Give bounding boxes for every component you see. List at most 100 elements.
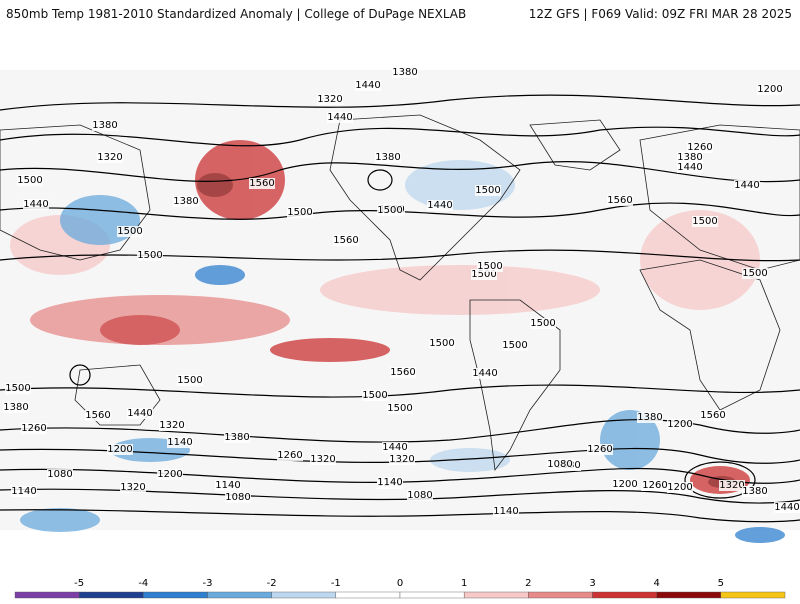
colorbar-tick-label: 0: [397, 578, 403, 589]
contour-label: 1380: [742, 486, 767, 497]
contour-label: 1140: [215, 480, 240, 491]
contour-label: 1500: [17, 175, 42, 186]
contour-line: [0, 488, 800, 504]
contour-label: 1260: [21, 423, 46, 434]
contour-label-bg: [21, 423, 47, 434]
map-area: 1380 1440 1200 1320 1380 1440 1320 1260 1380 1440…: [0, 30, 800, 570]
anomaly-warm-eqpacific: [320, 265, 600, 315]
contour-label-bg: [225, 492, 251, 503]
contour-label: 1080: [407, 490, 432, 501]
contour-label: 1140: [377, 477, 402, 488]
contour-label-bg: [472, 368, 498, 379]
contour-label: 1560: [333, 235, 358, 246]
contour-label-bg: [700, 410, 726, 421]
contour-label-bg: [719, 480, 745, 491]
colorbar-segment: [592, 591, 657, 599]
contour-label-bg: [23, 199, 49, 210]
contour-label: 1440: [472, 368, 497, 379]
contour-label-bg: [85, 410, 111, 421]
contour-label-bg: [377, 477, 403, 488]
contour-label-bg: [249, 178, 275, 189]
contour-label-bg: [667, 419, 693, 430]
contour-label: 1320: [719, 480, 744, 491]
contour-label-bg: [159, 420, 185, 431]
contour-label: 1500: [742, 268, 767, 279]
anomaly-strong-tropics: [100, 315, 180, 345]
contour-label-bg: [167, 437, 193, 448]
contour-label: 1500: [377, 205, 402, 216]
colorbar-segment: [656, 591, 722, 599]
contour-label-bg: [677, 162, 703, 173]
africa-outline: [639, 259, 781, 411]
contour-label: 1200: [107, 444, 132, 455]
contour-label: 1140: [493, 506, 518, 517]
colorbar: -5 -4 -3 -2 -1 0 1 2 3 4 5: [0, 570, 800, 600]
contour-label-bg: [362, 390, 388, 401]
contour-label-bg: [377, 205, 403, 216]
contour-label: 1380: [677, 152, 702, 163]
contour-line: [0, 419, 800, 443]
colorbar-tick-label: 2: [525, 578, 531, 589]
contour-label-bg: [687, 142, 713, 153]
contour-label-bg: [742, 268, 768, 279]
contour-label: 1380: [392, 67, 417, 78]
anomaly-strong-npacific: [197, 173, 233, 197]
contour-label-bg: [310, 454, 336, 465]
australia-outline: [74, 364, 161, 426]
europe-asia-outline-east: [639, 124, 800, 271]
contour-label-bg: [127, 408, 153, 419]
contour-label-bg: [317, 94, 343, 105]
contour-label-bg: [327, 112, 353, 123]
contour-label: 1500: [502, 340, 527, 351]
colorbar-segment: [207, 591, 272, 599]
contour-label-bg: [157, 469, 183, 480]
contour-label: 1200: [612, 479, 637, 490]
colorbar-tick-label: 5: [718, 578, 724, 589]
contour-label: 1500: [137, 250, 162, 261]
contour-label-bg: [17, 175, 43, 186]
contour-label-bg: [427, 200, 453, 211]
north-america-outline: [329, 114, 521, 281]
greenland-outline: [529, 119, 621, 171]
contour-label-bg: [493, 506, 519, 517]
contour-label: 1440: [327, 112, 352, 123]
header: 850mb Temp 1981-2010 Standardized Anomal…: [0, 0, 800, 30]
anomaly-cold-southatlantic-2: [430, 448, 510, 472]
asia-outline-west: [0, 124, 151, 261]
contour-line: [0, 202, 800, 220]
contour-label-bg: [382, 442, 408, 453]
contour-label-bg: [734, 180, 760, 191]
colorbar-segment: [463, 591, 529, 599]
contour-label-bg: [692, 216, 718, 227]
contour-label-bg: [547, 459, 573, 470]
colorbar-tick-label: -5: [74, 578, 84, 589]
contour-line: [0, 126, 800, 147]
contour-label-bg: [287, 207, 313, 218]
contour-label: 1260: [642, 480, 667, 491]
colorbar-segment: [720, 591, 786, 599]
colorbar-segments: [14, 591, 786, 599]
contour-label-bg: [475, 185, 501, 196]
contour-label: 1200: [667, 482, 692, 493]
map-title: 850mb Temp 1981-2010 Standardized Anomal…: [6, 7, 467, 21]
contour-label-bg: [333, 235, 359, 246]
contour-label: 1500: [477, 261, 502, 272]
contour-label: 1440: [382, 442, 407, 453]
contour-label-bg: [612, 479, 638, 490]
colorbar-segment: [335, 591, 401, 599]
contour-label: 1320: [317, 94, 342, 105]
colorbar-tick-label: -2: [267, 578, 277, 589]
contour-label: 1560: [85, 410, 110, 421]
contour-label: 1440: [774, 502, 799, 513]
colorbar-segment: [14, 591, 80, 599]
cold-anomaly-fills: [20, 160, 785, 543]
contour-label: 1260: [277, 450, 302, 461]
contour-label: 1320: [97, 152, 122, 163]
contour-label-bg: [677, 152, 703, 163]
contour-label-bg: [637, 412, 663, 423]
contour-label-bg: [375, 152, 401, 163]
contour-label: 1560: [390, 367, 415, 378]
contour-label-bg: [407, 490, 433, 501]
contour-label-bg: [173, 196, 199, 207]
contour-closed-low: [367, 169, 393, 191]
